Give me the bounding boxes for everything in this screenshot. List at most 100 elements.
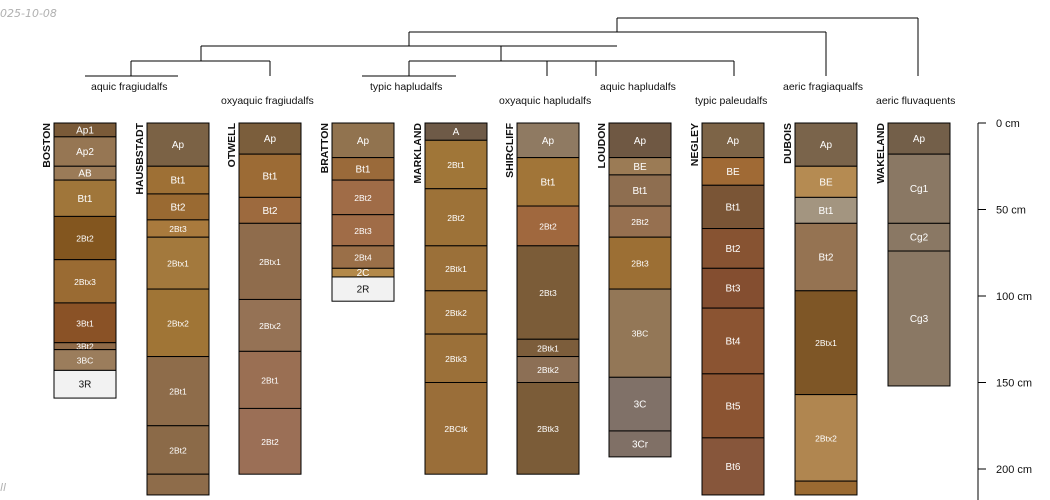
horizon-label: 2Bt2 xyxy=(631,217,649,227)
horizon-2bt1 xyxy=(424,139,488,190)
profile-name: BOSTON xyxy=(41,123,53,168)
profile-columns: BOSTON Ap1 Ap2 AB Bt1 2Bt2 2Btx3 3Bt1 3Bt2 3BC 3R H… xyxy=(41,122,951,496)
profile-name: NEGLEY xyxy=(689,123,701,166)
horizon-2btk2 xyxy=(516,356,580,383)
horizon-2r xyxy=(331,276,395,302)
profile-name: OTWELL xyxy=(226,122,238,167)
horizon-label: 2Bt2 xyxy=(539,221,557,231)
profile-loudon: LOUDON Ap BE Bt1 2Bt2 2Bt3 3BC 3C 3Cr xyxy=(596,122,672,458)
horizon-2bt2 xyxy=(331,179,395,216)
horizon-2btk1 xyxy=(424,245,488,292)
horizon-bt5 xyxy=(701,373,765,439)
horizon-bt2 xyxy=(701,228,765,269)
horizon-label: 2Bt2 xyxy=(169,445,187,455)
horizon-label: 3Bt2 xyxy=(76,342,94,352)
horizon-2btx2 xyxy=(238,298,302,352)
horizon-bt2 xyxy=(146,193,210,221)
horizon-2btx1 xyxy=(794,290,858,396)
profile-shircliff: SHIRCLIFF Ap Bt1 2Bt2 2Bt3 2Btk1 2Btk2 2Btk3 xyxy=(504,122,580,475)
horizon-label: 2Btk1 xyxy=(537,343,559,353)
horizon-label: BE xyxy=(726,167,740,178)
horizon-label: Bt2 xyxy=(725,244,740,255)
horizon-label: Ap xyxy=(820,140,833,151)
horizon-label: 3BC xyxy=(632,329,649,339)
horizon-2btx1 xyxy=(146,236,210,290)
horizon-label: BE xyxy=(819,177,833,188)
horizon-ap xyxy=(608,122,672,159)
horizon-ap xyxy=(516,122,580,159)
horizon-cg3 xyxy=(887,250,951,387)
horizon-label: 2Bt4 xyxy=(354,253,372,263)
horizon-bt2 xyxy=(794,222,858,292)
dendrogram: aquic fragiudalfs oxyaquic fragiudalfs typ… xyxy=(85,17,955,107)
horizon-label: 2Bt1 xyxy=(169,387,187,397)
horizon-label: 2BCtk xyxy=(444,424,468,434)
horizon-label: 3BC xyxy=(77,356,94,366)
depth-tick-label: 100 cm xyxy=(996,291,1032,303)
horizon-label: 2Btx1 xyxy=(259,257,281,267)
taxon-label-shircliff: oxyaquic hapludalfs xyxy=(499,95,591,107)
horizon-ap2 xyxy=(53,136,117,167)
horizon-label: Ap2 xyxy=(76,147,94,158)
horizon-label: Bt2 xyxy=(170,202,185,213)
horizon-ap xyxy=(794,122,858,167)
horizon-2bt2 xyxy=(608,205,672,238)
horizon-bt1 xyxy=(608,174,672,207)
horizon-unlabeled xyxy=(794,480,858,496)
horizon-3c xyxy=(608,376,672,432)
horizon-label: Bt1 xyxy=(818,206,833,217)
horizon-label: Cg1 xyxy=(910,184,929,195)
profile-name: WAKELAND xyxy=(875,123,887,184)
horizon-ap xyxy=(146,122,210,167)
horizon-label: 2Bt2 xyxy=(76,234,94,244)
horizon-label: 2Btx1 xyxy=(167,259,189,269)
horizon-label: Ap xyxy=(264,134,277,145)
profile-hausbstadt: HAUSBSTADT Ap Bt1 Bt2 2Bt3 2Btx1 2Btx2 2Bt1 2Bt2 xyxy=(134,122,210,496)
horizon-label: Bt1 xyxy=(77,194,92,205)
horizon-bt6 xyxy=(701,437,765,496)
horizon-2bt3 xyxy=(608,236,672,290)
horizon-2btk3 xyxy=(424,333,488,383)
horizon-label: Bt4 xyxy=(725,336,740,347)
horizon-label: 2R xyxy=(357,285,370,296)
depth-axis: 0 cm 50 cm 100 cm 150 cm 200 cm xyxy=(977,118,1032,500)
horizon-be xyxy=(794,165,858,198)
horizon-label: AB xyxy=(78,169,92,180)
horizon-2bt2 xyxy=(424,188,488,247)
horizon-label: Cg3 xyxy=(910,314,929,325)
horizon-bt4 xyxy=(701,307,765,375)
horizon-bt1 xyxy=(794,196,858,224)
profile-otwell: OTWELL Ap Bt1 Bt2 2Btx1 2Btx2 2Bt1 2Bt2 xyxy=(226,122,302,475)
taxon-label-negley: typic paleudalfs xyxy=(695,95,767,107)
horizon-label: 2Btx2 xyxy=(259,321,281,331)
profile-negley: NEGLEY Ap BE Bt1 Bt2 Bt3 Bt4 Bt5 Bt6 xyxy=(689,122,765,496)
horizon-label: Bt1 xyxy=(632,186,647,197)
horizon-label: 2Bt2 xyxy=(261,437,279,447)
horizon-label: Bt1 xyxy=(355,164,370,175)
horizon-2bctk xyxy=(424,382,488,475)
horizon-2bt1 xyxy=(238,350,302,409)
horizon-label: 2Btx2 xyxy=(815,433,837,443)
horizon-label: Ap1 xyxy=(76,125,94,136)
taxon-label-bratton: typic hapludalfs xyxy=(370,81,442,93)
horizon-ap xyxy=(331,122,395,159)
horizon-label: 2Btk2 xyxy=(445,308,467,318)
horizon-label: Ap xyxy=(913,134,926,145)
horizon-label: Bt1 xyxy=(262,171,277,182)
date-stamp: 025-10-08 xyxy=(0,7,57,20)
horizon-3r xyxy=(53,369,117,399)
horizon-label: Bt1 xyxy=(170,176,185,187)
horizon-label: 2Btk2 xyxy=(537,365,559,375)
depth-tick-label: 200 cm xyxy=(996,464,1032,476)
horizon-label: A xyxy=(453,127,460,138)
horizon-label: Ap xyxy=(727,136,740,147)
taxon-label-dubois: aeric fragiaqualfs xyxy=(783,81,863,93)
horizon-label: Bt3 xyxy=(725,284,740,295)
horizon-label: 2Bt3 xyxy=(354,226,372,236)
profile-bratton: BRATTON Ap Bt1 2Bt2 2Bt3 2Bt4 2C 2R xyxy=(319,122,395,302)
profile-wakeland: WAKELAND Ap Cg1 Cg2 Cg3 xyxy=(875,122,951,387)
horizon-label: 2Bt1 xyxy=(261,375,279,385)
horizon-label: BE xyxy=(633,162,647,173)
horizon-label: Bt1 xyxy=(540,177,555,188)
horizon-label: 2Bt1 xyxy=(447,160,465,170)
